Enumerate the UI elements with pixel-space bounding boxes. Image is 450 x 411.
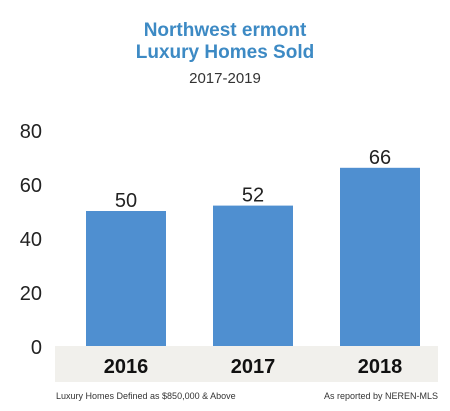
y-tick-label: 0 [31, 337, 42, 359]
chart-title-line-1: Northwest ermont [143, 20, 307, 41]
x-tick-label: 2016 [104, 356, 149, 378]
bar-value-label: 50 [115, 190, 137, 212]
x-tick-label: 2018 [358, 356, 403, 378]
y-tick-label: 60 [20, 175, 42, 197]
y-tick-label: 40 [20, 229, 42, 251]
bar [86, 211, 166, 346]
y-tick-label: 80 [20, 121, 42, 143]
chart-title-block: Northwest ermont Luxury Homes Sold 2017-… [0, 20, 450, 88]
bar [340, 167, 420, 346]
y-tick-label: 20 [20, 283, 42, 305]
x-axis-band [55, 346, 438, 382]
bar-value-label: 66 [369, 147, 391, 169]
x-tick-label: 2017 [231, 356, 276, 378]
footnote-source: As reported by NEREN-MLS [323, 391, 438, 401]
footnote-definition: Luxury Homes Defined as $850,000 & Above [56, 391, 236, 401]
chart-title-line-2: Luxury Homes Sold [135, 42, 315, 63]
bar [213, 205, 293, 346]
chart-subtitle: 2017-2019 [189, 70, 261, 87]
bar-value-label: 52 [242, 185, 264, 207]
